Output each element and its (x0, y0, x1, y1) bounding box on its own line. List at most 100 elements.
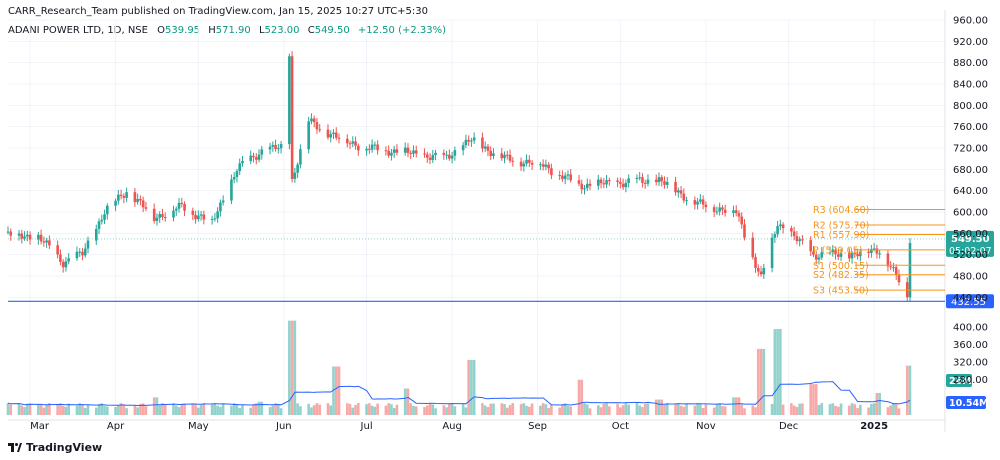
pivot-label: S3 (453.50) (813, 286, 869, 297)
price-candle (621, 178, 625, 190)
candle-body (718, 207, 721, 212)
candle-body (908, 243, 912, 298)
candle-body (434, 152, 437, 155)
price-candle (627, 174, 630, 188)
candle-body (704, 204, 708, 208)
volume-bar (679, 405, 683, 415)
price-candle (161, 208, 164, 221)
candle-body (268, 146, 272, 150)
candle-body (820, 252, 824, 258)
price-candle (395, 144, 399, 156)
price-candle (191, 207, 195, 221)
high-value: 571.90 (215, 25, 251, 36)
price-candle (252, 152, 255, 163)
candle-body (122, 195, 126, 198)
candle-body (9, 231, 13, 236)
volume-bar (442, 405, 446, 415)
volume-bar (621, 405, 625, 415)
price-candle (445, 150, 448, 160)
candle-body (403, 147, 407, 153)
price-candle (817, 253, 821, 265)
countdown-label: 05:02:07 (949, 246, 992, 257)
tradingview-brand: TradingView (26, 441, 103, 454)
candle-body (762, 267, 766, 275)
price-candle (83, 243, 87, 258)
price-candle (814, 251, 818, 265)
price-candle (277, 144, 280, 154)
candle-body (117, 194, 120, 201)
price-candle (337, 133, 341, 144)
price-candle (20, 229, 24, 244)
price-candle (122, 193, 126, 204)
volume-bar (23, 407, 26, 415)
candle-body (442, 152, 446, 155)
price-candle (530, 160, 534, 170)
price-candle (563, 172, 567, 185)
price-candle (232, 172, 236, 184)
volume-bar (544, 404, 548, 415)
candle-body (252, 155, 255, 158)
candle-body (428, 157, 432, 160)
price-candle (67, 252, 70, 265)
price-candle (585, 178, 589, 192)
volume-bar (875, 392, 879, 415)
volume-tick-label: 320.00 (953, 358, 988, 369)
candle-body (357, 145, 360, 151)
volume-bar (238, 407, 242, 415)
time-tick-label: Apr (107, 421, 125, 432)
price-candle (831, 245, 835, 257)
price-candle (892, 262, 895, 272)
price-candle (318, 123, 322, 133)
candle-body (682, 193, 686, 201)
price-candle (334, 127, 338, 141)
volume-bar (500, 403, 504, 415)
price-candle (754, 253, 757, 273)
price-candle (219, 199, 222, 217)
volume-bar (756, 348, 760, 415)
volume-bar (174, 405, 178, 415)
price-candle (274, 139, 277, 152)
candle-body (508, 154, 512, 161)
price-candle (751, 232, 755, 260)
volume-bar (814, 384, 818, 415)
close-label: C (307, 25, 315, 36)
candle-body (781, 224, 785, 229)
volume-bar (271, 405, 275, 415)
tradingview-footer[interactable]: TradingView (8, 441, 102, 454)
price-candle (470, 137, 473, 147)
candle-body (161, 214, 164, 218)
candle-body (759, 271, 763, 275)
price-candle (859, 248, 862, 262)
volume-bar (627, 404, 630, 415)
price-tick-label: 880.00 (953, 58, 988, 69)
candle-body (133, 192, 137, 203)
price-candle (663, 176, 666, 189)
volume-bar (566, 406, 570, 415)
support-price-badge (946, 294, 994, 309)
price-candle (715, 206, 719, 216)
price-candle (312, 115, 316, 128)
candle-body (332, 132, 335, 135)
candle-body (665, 181, 669, 185)
volume-bar (870, 403, 873, 415)
candle-body (86, 240, 90, 249)
candle-body (676, 190, 680, 193)
volume-badge (946, 374, 972, 387)
price-candle (682, 188, 686, 204)
price-candle (197, 210, 200, 222)
volume-bar (809, 384, 812, 415)
price-candle (638, 171, 641, 181)
volume-bar (577, 379, 581, 415)
volume-bar (646, 403, 650, 415)
candle-body (395, 149, 399, 153)
candle-body (889, 266, 892, 268)
candle-body (290, 56, 294, 179)
volume-bar (654, 399, 658, 415)
price-candle (848, 248, 851, 263)
volume-bar (801, 403, 804, 415)
volume-bar (152, 397, 156, 415)
price-candle (180, 197, 184, 208)
volume-bar (274, 403, 277, 415)
candle-body (770, 237, 774, 268)
